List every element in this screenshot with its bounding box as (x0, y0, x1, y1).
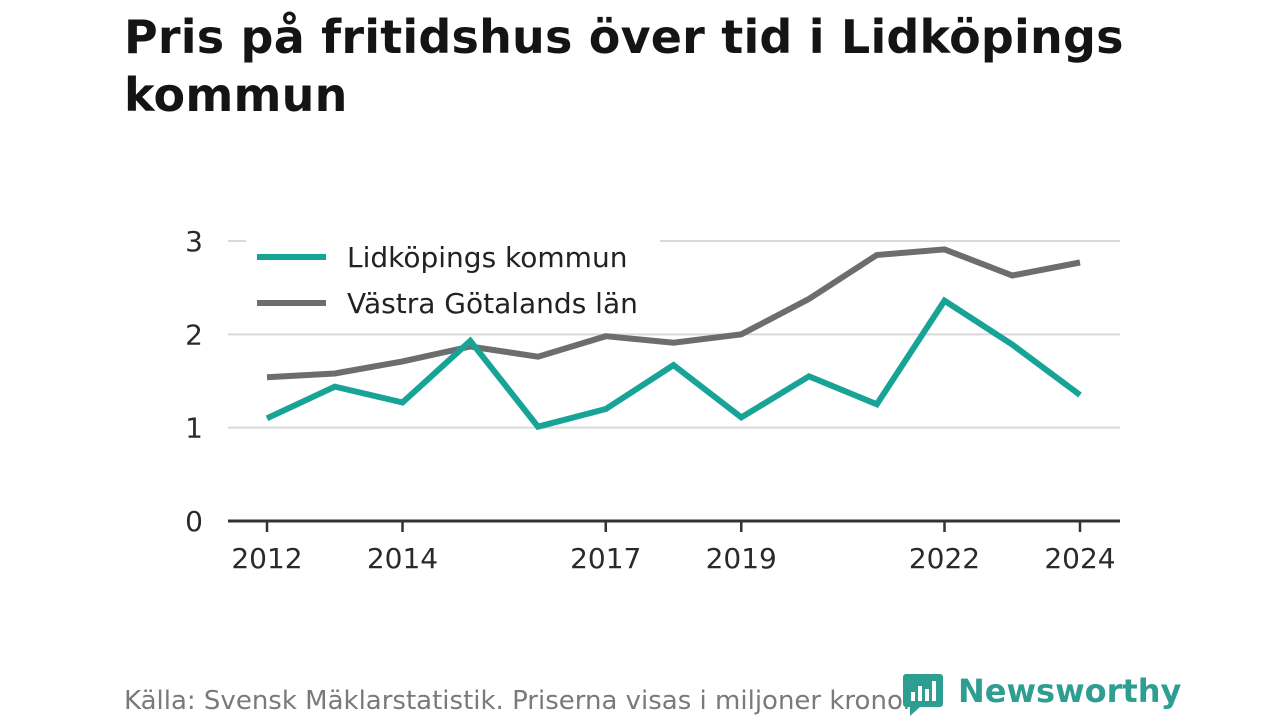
y-tick-label-2: 2 (185, 318, 203, 351)
series-line-västra-götalands-län (266, 246, 1081, 381)
y-tick-label-0: 0 (185, 505, 203, 538)
chart-title: Pris på fritidshus över tid i Lidköpings… (124, 10, 1124, 122)
x-tick-label-2017: 2017 (570, 542, 641, 575)
newsworthy-logo-icon (903, 674, 943, 716)
brand-logo: Newsworthy (902, 672, 1181, 716)
x-tick-label-2024: 2024 (1044, 542, 1115, 575)
x-tick-label-2019: 2019 (706, 542, 777, 575)
x-tick-label-2014: 2014 (367, 542, 438, 575)
legend-background (246, 236, 660, 324)
legend-label-västra-götalands-län: Västra Götalands län (347, 287, 638, 320)
legend-label-lidköpings-kommun: Lidköpings kommun (347, 241, 627, 274)
brand-name: Newsworthy (958, 672, 1182, 710)
y-tick-label-3: 3 (185, 225, 203, 258)
x-tick-label-2022: 2022 (909, 542, 980, 575)
source-note: Källa: Svensk Mäklarstatistik. Priserna … (124, 686, 920, 716)
y-tick-label-1: 1 (185, 412, 203, 445)
series-line-lidköpings-kommun (265, 296, 1082, 431)
x-tick-label-2012: 2012 (231, 542, 302, 575)
